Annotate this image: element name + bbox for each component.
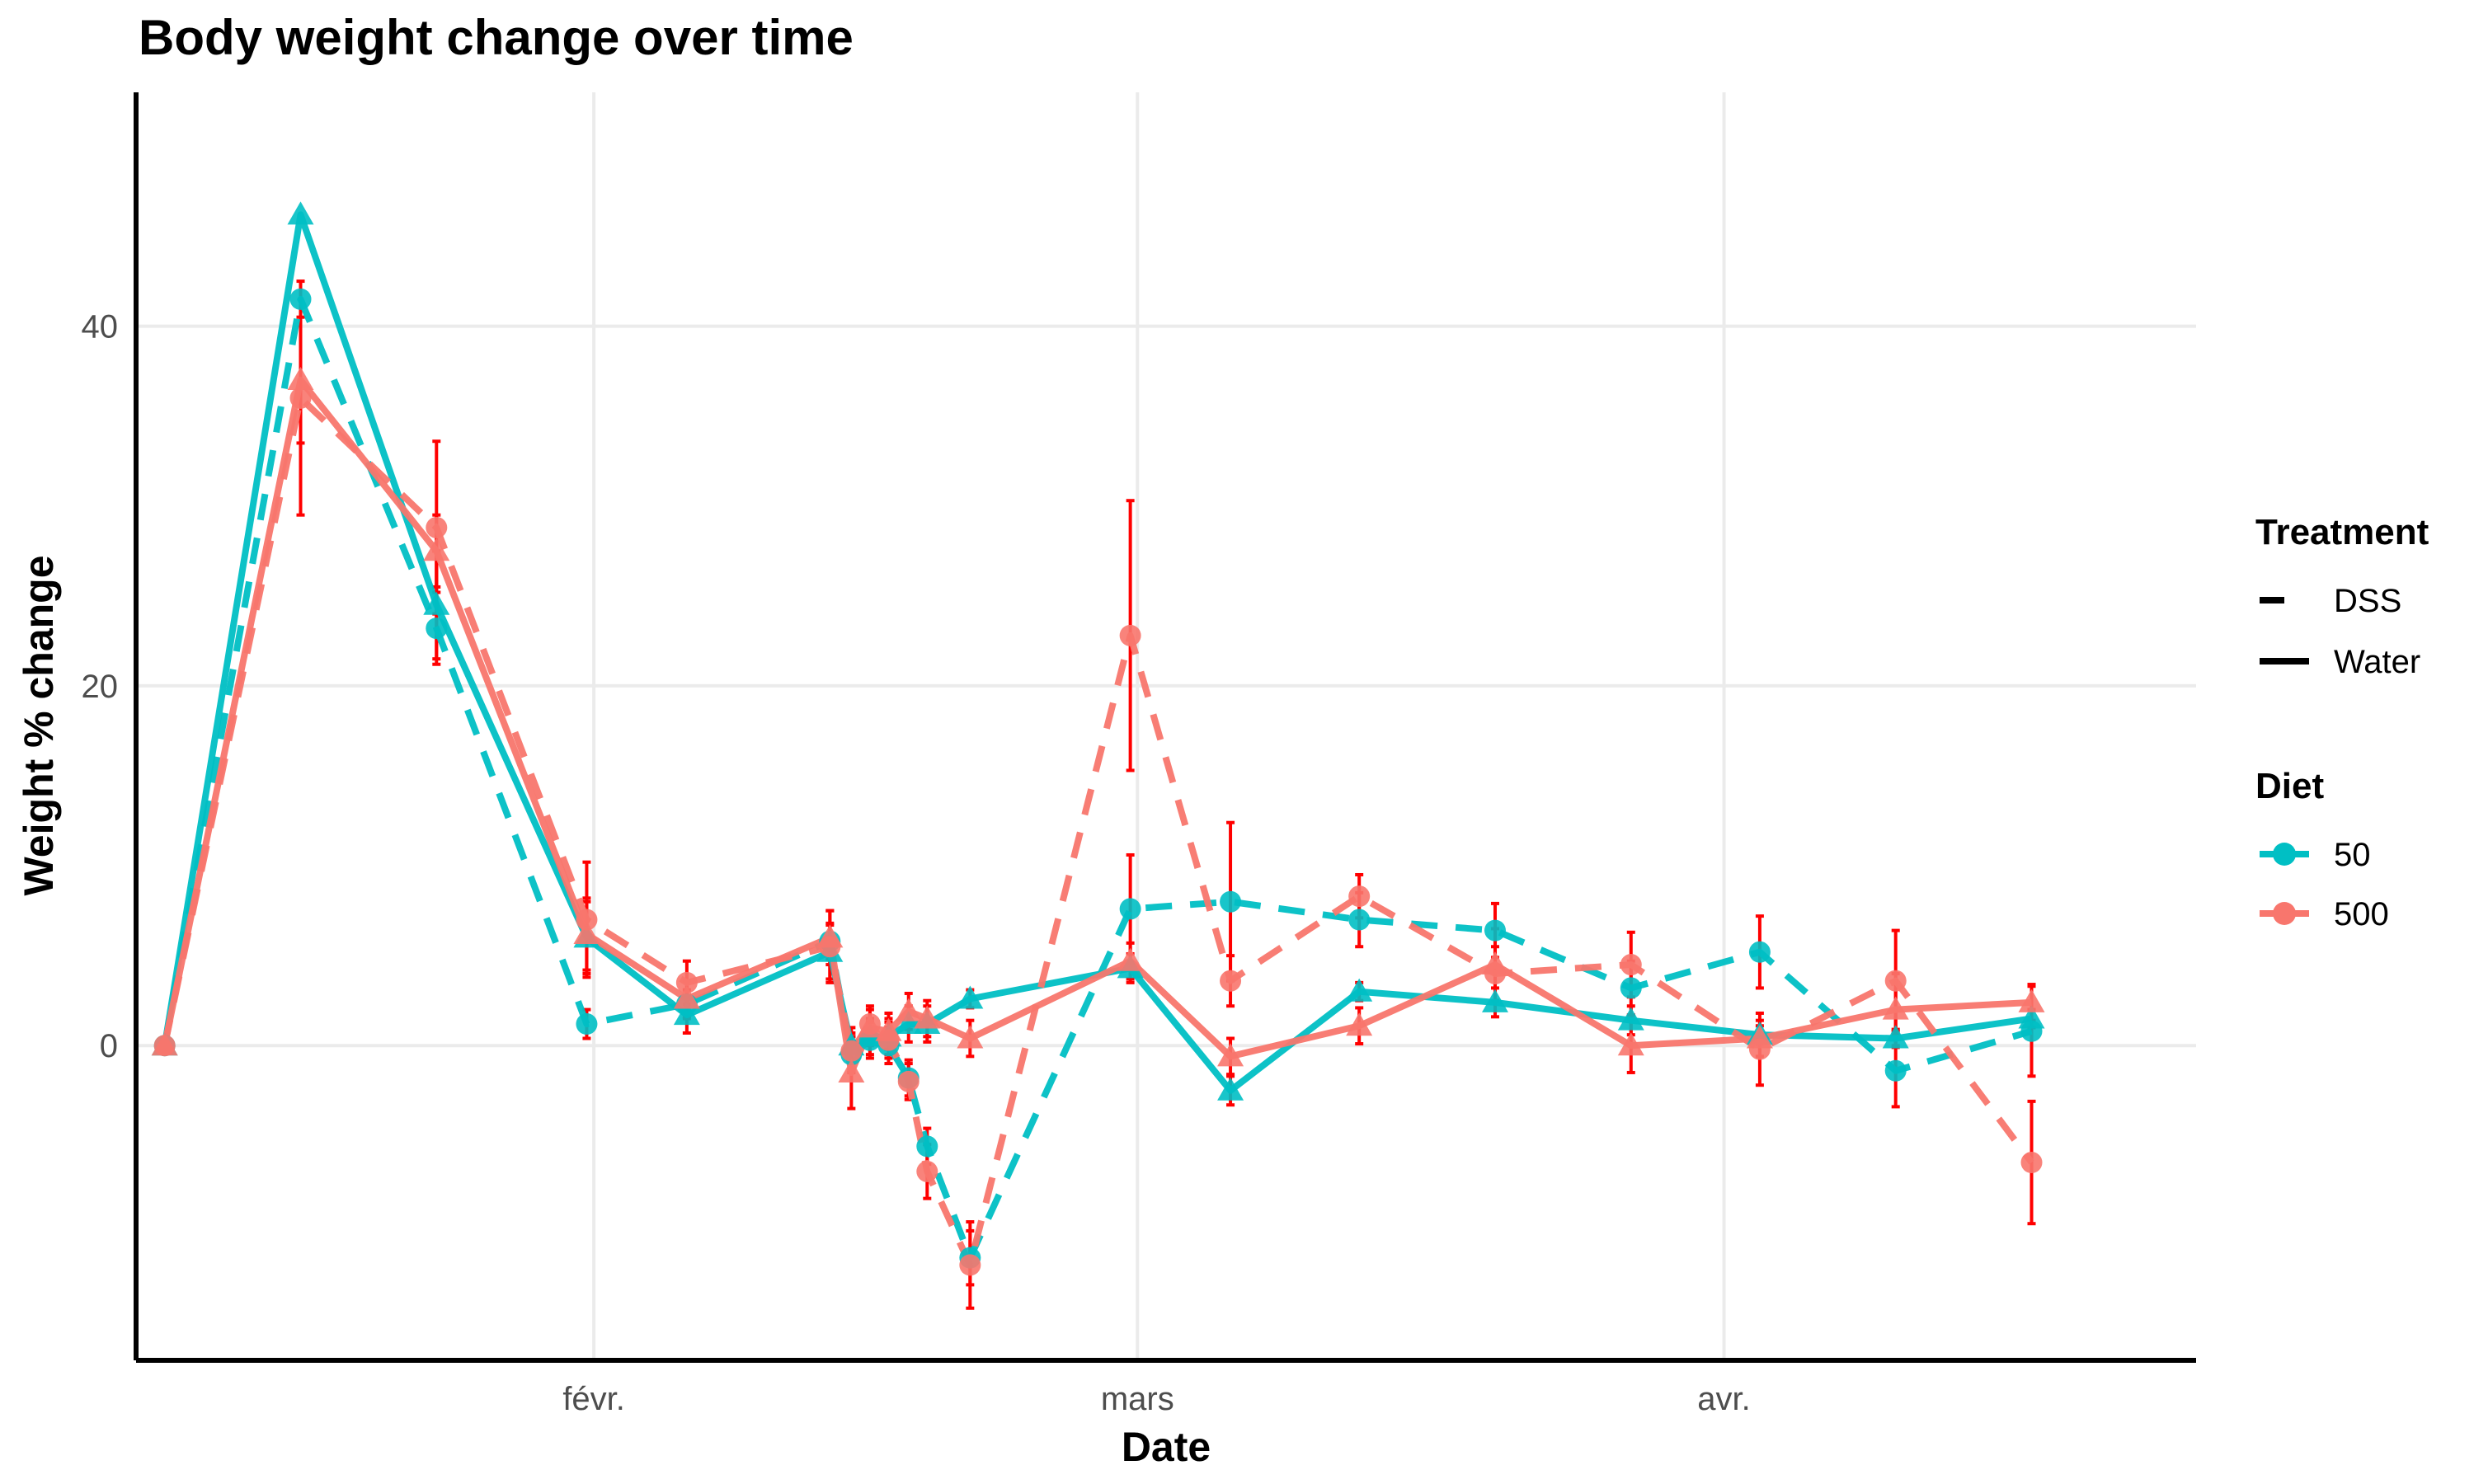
point-50-water [423,591,450,615]
point-50-water [1346,978,1373,1002]
x-tick-label: févr. [562,1381,625,1417]
chart-title: Body weight change over time [139,10,854,65]
point-50-water [1217,1077,1244,1101]
legend: Treatment DSS Water Diet 50 500 [2255,512,2429,932]
point-500-dss [897,1070,920,1092]
point-50-dss [1348,909,1371,931]
point-50-water [1882,1025,1909,1049]
y-axis-title: Weight % change [16,555,62,895]
point-50-water [287,201,314,225]
legend-water-label: Water [2334,644,2420,680]
point-50-dss [1119,898,1141,920]
point-500-dss [1484,962,1506,984]
point-500-water [1617,1032,1644,1056]
point-50-dss [916,1135,938,1158]
point-500-dss [877,1029,900,1051]
point-500-water [1882,996,1909,1020]
point-500-dss [576,909,598,931]
point-500-dss [426,516,448,538]
point-50-water [957,985,984,1009]
point-50-dss [2020,1020,2043,1042]
y-tick-label: 40 [82,309,119,345]
point-500-water [895,998,922,1021]
point-500-dss [916,1160,938,1182]
point-500-water [1346,1012,1373,1036]
point-500-dss [1620,954,1642,976]
point-500-dss [959,1254,981,1276]
point-500-water [287,367,314,391]
series-line-500-dss [161,394,2034,1269]
series-lines [161,211,2034,1269]
point-500-dss [2020,1152,2043,1174]
series-line-50-water [161,211,2033,1094]
point-500-water [423,538,450,561]
legend-dss-label: DSS [2334,583,2401,619]
legend-treatment-title: Treatment [2255,512,2429,552]
series-markers [151,201,2045,1276]
point-500-water [957,1025,984,1049]
point-500-dss [858,1013,881,1036]
point-50-dss [1220,890,1242,913]
point-500-dss [1748,1038,1771,1060]
point-50-dss [576,1013,598,1036]
point-500-dss [1348,885,1371,908]
point-500-dss [289,387,312,409]
point-500-dss [153,1035,176,1057]
point-500-water [573,920,600,944]
point-500-dss [675,971,698,993]
point-500-dss [840,1040,863,1062]
point-500-water [2018,989,2045,1012]
y-tick-label: 20 [82,669,119,705]
legend-diet-50-label: 50 [2334,837,2371,873]
series-line-50-dss [161,295,2033,1261]
point-500-water [838,1059,865,1082]
point-50-water [1481,989,1508,1012]
point-50-dss [1484,919,1506,942]
legend-diet-title: Diet [2255,766,2324,806]
point-50-dss [1884,1059,1907,1082]
point-500-dss [1220,970,1242,992]
grid-lines [136,92,2196,1360]
point-50-dss [1748,941,1771,963]
point-50-water [2018,1005,2045,1029]
point-50-dss [426,618,448,640]
legend-diet-500-label: 500 [2334,896,2389,932]
point-500-dss [1119,624,1141,646]
tick-labels: 0 20 40 févr. mars avr. [82,309,1751,1417]
x-axis-title: Date [1122,1424,1211,1470]
point-500-water [1217,1043,1244,1067]
legend-diet-500-dot [2273,902,2296,925]
error-bars [296,279,2036,1310]
point-500-water [673,985,700,1009]
point-500-water [1117,947,1144,971]
y-tick-label: 0 [100,1028,118,1064]
point-50-water [1617,1007,1644,1031]
axes [134,92,2196,1363]
point-50-dss [1620,977,1642,999]
point-500-dss [1884,970,1907,992]
x-tick-label: avr. [1697,1381,1750,1417]
x-tick-label: mars [1101,1381,1174,1417]
series-line-500-water [161,377,2032,1076]
point-500-water [914,1005,941,1029]
point-500-dss [819,936,841,958]
point-50-dss [289,288,312,310]
legend-diet-50-dot [2273,843,2296,866]
